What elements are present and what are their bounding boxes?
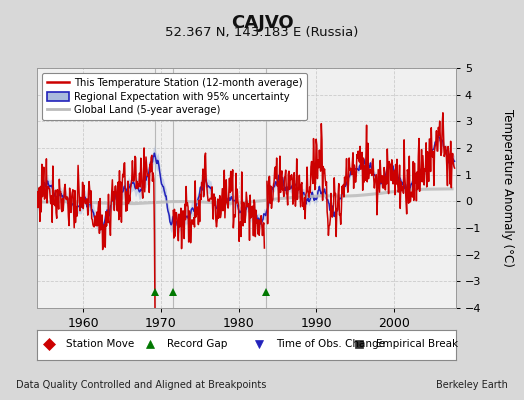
Text: Time of Obs. Change: Time of Obs. Change [276,339,385,350]
Legend: This Temperature Station (12-month average), Regional Expectation with 95% uncer: This Temperature Station (12-month avera… [42,73,307,120]
Text: Record Gap: Record Gap [167,339,227,350]
Text: Empirical Break: Empirical Break [376,339,458,350]
Text: Station Move: Station Move [66,339,134,350]
Y-axis label: Temperature Anomaly (°C): Temperature Anomaly (°C) [501,109,514,267]
Text: 52.367 N, 143.183 E (Russia): 52.367 N, 143.183 E (Russia) [165,26,359,39]
Text: Data Quality Controlled and Aligned at Breakpoints: Data Quality Controlled and Aligned at B… [16,380,266,390]
Text: Berkeley Earth: Berkeley Earth [436,380,508,390]
Text: CAJVO: CAJVO [231,14,293,32]
